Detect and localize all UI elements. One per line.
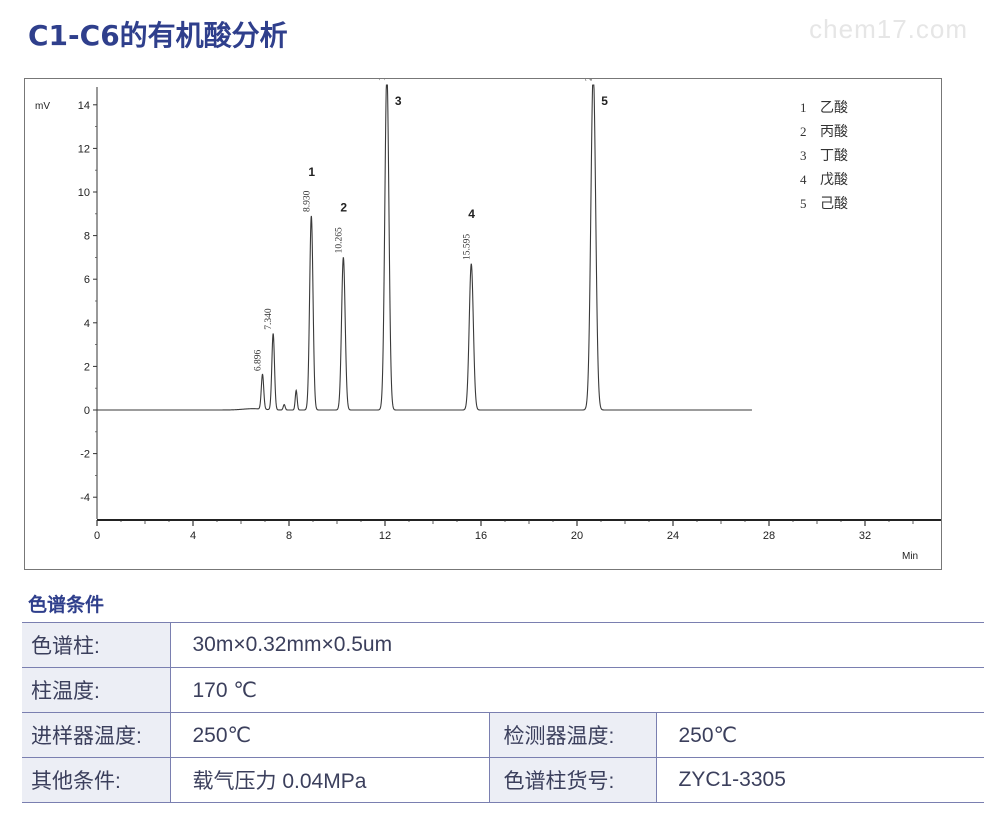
chromatogram-chart: 14 12 10 8 6 4 2 0 -2 -4 0 4 8 12 16 20 24 28 32 6.896 7.34… [24, 78, 942, 570]
peak-rt-label: 10.265 [334, 227, 344, 253]
chromatogram-trace [97, 84, 752, 411]
x-tick-label: 32 [859, 530, 871, 542]
cond-label-column: 色谱柱: [22, 622, 171, 668]
watermark: chem17.com [809, 14, 968, 44]
cond-label-other: 其他条件: [22, 757, 171, 803]
peak-rt-label: 6.896 [254, 349, 264, 371]
peak-rt-label: 15.595 [462, 234, 472, 260]
legend-number: 2 [800, 124, 807, 139]
x-tick-label: 28 [763, 530, 775, 542]
y-axis-unit: mV [35, 101, 50, 112]
y-tick-label: 2 [84, 361, 90, 373]
table-row: 柱温度: 170 ℃ [22, 667, 984, 713]
conditions-table: 色谱柱: 30m×0.32mm×0.5um 柱温度: 170 ℃ 进样器温度: … [22, 622, 984, 803]
y-tick-label: 14 [78, 100, 90, 112]
table-row: 进样器温度: 250℃ 检测器温度: 250℃ [22, 712, 984, 758]
section-title: 色谱条件 [28, 594, 105, 616]
peak-rt-label: 12.078 [378, 79, 388, 81]
peak-number-label: 2 [340, 200, 347, 214]
legend-entry: 丁酸 [820, 148, 848, 164]
x-tick-label: 16 [475, 530, 487, 542]
y-tick-label: 10 [78, 187, 90, 199]
legend-number: 4 [800, 172, 807, 187]
x-tick-label: 8 [286, 530, 292, 542]
legend-number: 5 [800, 196, 807, 211]
legend-entry: 乙酸 [820, 100, 848, 116]
chart-legend: 1 乙酸 2 丙酸 3 丁酸 4 戊酸 5 己酸 [800, 100, 848, 212]
y-tick-label: -4 [80, 492, 90, 504]
x-tick-label: 4 [190, 530, 196, 542]
x-tick-label: 20 [571, 530, 583, 542]
table-row: 其他条件: 载气压力 0.04MPa 色谱柱货号: ZYC1-3305 [22, 757, 984, 803]
cond-label-detector-temp: 检测器温度: [489, 712, 657, 758]
y-tick-label: 4 [84, 318, 90, 330]
legend-number: 1 [800, 100, 807, 115]
cond-value-column-part-no: ZYC1-3305 [656, 757, 984, 803]
legend-number: 3 [800, 148, 807, 163]
y-tick-label: 6 [84, 274, 90, 286]
page-title: C1-C6的有机酸分析 [28, 19, 288, 52]
peak-number-label: 1 [308, 165, 315, 179]
cond-value-detector-temp: 250℃ [656, 712, 984, 758]
peak-number-label: 4 [468, 207, 475, 221]
cond-label-injector-temp: 进样器温度: [22, 712, 171, 758]
peak-rt-label: 7.340 [264, 308, 274, 330]
legend-entry: 丙酸 [820, 124, 848, 140]
cond-label-column-part-no: 色谱柱货号: [489, 757, 657, 803]
y-tick-label: 8 [84, 231, 90, 243]
cond-value-column: 30m×0.32mm×0.5um [170, 622, 984, 668]
peak-rt-label: 8.930 [302, 190, 312, 212]
cond-value-other: 载气压力 0.04MPa [170, 757, 490, 803]
peak-number-label: 5 [601, 94, 608, 108]
legend-entry: 戊酸 [820, 172, 848, 188]
peak-number-label: 3 [395, 94, 402, 108]
peak-rt-label: 20.678 [584, 79, 594, 81]
cond-label-column-temp: 柱温度: [22, 667, 171, 713]
x-axis-unit: Min [902, 551, 918, 562]
y-tick-label: 12 [78, 143, 90, 155]
legend-entry: 己酸 [820, 196, 848, 212]
cond-value-column-temp: 170 ℃ [170, 667, 984, 713]
y-tick-label: 0 [84, 405, 90, 417]
y-tick-label: -2 [80, 449, 90, 461]
cond-value-injector-temp: 250℃ [170, 712, 490, 758]
table-row: 色谱柱: 30m×0.32mm×0.5um [22, 622, 984, 668]
x-tick-label: 12 [379, 530, 391, 542]
x-tick-label: 0 [94, 530, 100, 542]
x-tick-label: 24 [667, 530, 679, 542]
